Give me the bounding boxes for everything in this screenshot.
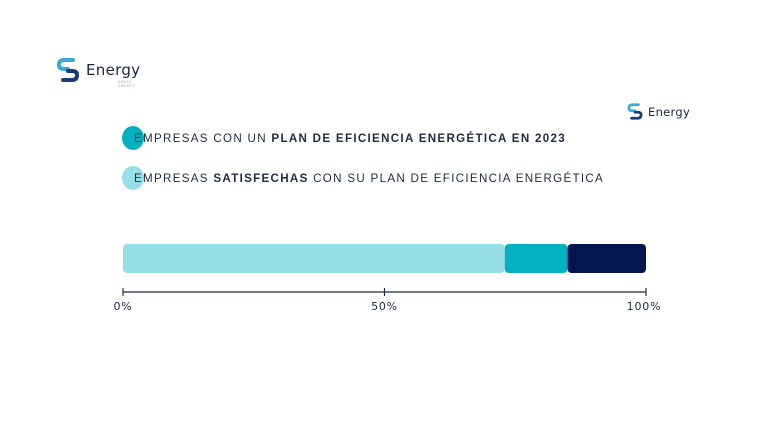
logo-name: Energy bbox=[86, 61, 141, 79]
energy-logo-icon bbox=[56, 58, 80, 82]
x-tick-label-0: 0% bbox=[113, 300, 132, 313]
legend-item-plan: EMPRESAS CON UN PLAN DE EFICIENCIA ENERG… bbox=[122, 126, 566, 150]
bar-segment-1 bbox=[123, 244, 505, 273]
energy-logo: Energy SPACE ENERGY bbox=[55, 56, 141, 88]
x-tick-label-50: 50% bbox=[371, 300, 398, 313]
energy-logo-small-icon bbox=[627, 103, 643, 120]
legend-label-plan: EMPRESAS CON UN PLAN DE EFICIENCIA ENERG… bbox=[134, 131, 567, 145]
legend-swatch-plan bbox=[122, 126, 144, 150]
legend-item-satisfechas: EMPRESAS SATISFECHAS CON SU PLAN DE EFIC… bbox=[122, 166, 604, 190]
legend-label-satisfechas: EMPRESAS SATISFECHAS CON SU PLAN DE EFIC… bbox=[134, 171, 605, 185]
energy-logo-small: Energy bbox=[626, 102, 690, 121]
bar-segment-3 bbox=[567, 244, 646, 273]
x-tick-label-100: 100% bbox=[627, 300, 662, 313]
logo-small-name: Energy bbox=[648, 104, 691, 119]
bar-segment-2 bbox=[504, 244, 568, 273]
logo-tagline: SPACE ENERGY bbox=[118, 80, 136, 88]
legend-swatch-satisfechas bbox=[122, 166, 144, 190]
